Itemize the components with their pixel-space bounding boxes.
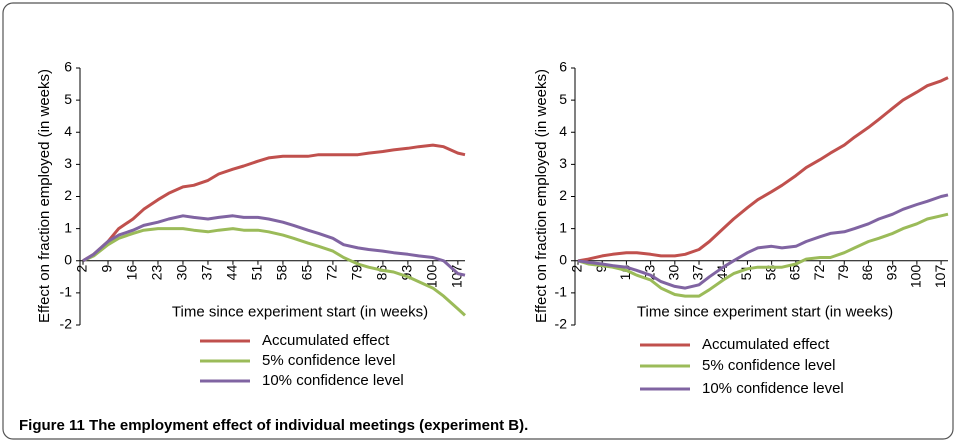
legend-label: Accumulated effect — [702, 336, 830, 353]
y-tick-label: -2 — [555, 316, 568, 332]
y-tick-label: 2 — [559, 187, 567, 203]
series-line — [82, 214, 466, 277]
x-tick-label: 37 — [199, 265, 215, 281]
legend-label: Accumulated effect — [262, 332, 390, 349]
y-tick-label: 0 — [559, 251, 567, 267]
y-tick-label: -1 — [555, 284, 568, 300]
series-line — [577, 212, 949, 298]
x-tick-label: 65 — [787, 265, 803, 281]
y-tick-label: 3 — [64, 155, 72, 171]
x-tick-label: 72 — [324, 265, 340, 281]
series-line — [82, 143, 466, 263]
y-axis-title: Effect on fraction employed (in weeks) — [533, 69, 550, 323]
x-tick-label: 2 — [569, 265, 585, 273]
caption: Figure 11 The employment effect of indiv… — [19, 417, 528, 434]
y-tick-label: 2 — [64, 187, 72, 203]
legend-label: 5% confidence level — [262, 352, 395, 369]
x-tick-label: 100 — [908, 265, 924, 289]
y-tick-label: 6 — [559, 59, 567, 75]
x-tick-label: 9 — [593, 265, 609, 273]
y-tick-label: 5 — [559, 91, 567, 107]
x-tick-label: 100 — [424, 265, 440, 289]
caption-label: Figure 11 — [19, 417, 85, 434]
x-tick-label: 79 — [835, 265, 851, 281]
y-tick-label: 1 — [559, 219, 567, 235]
x-tick-label: 30 — [174, 265, 190, 281]
y-axis-title: Effect on fraction employed (in weeks) — [36, 69, 53, 323]
y-tick-label: 5 — [64, 91, 72, 107]
x-tick-label: 93 — [883, 265, 899, 281]
x-tick-label: 72 — [811, 265, 827, 281]
y-tick-label: 6 — [64, 59, 72, 75]
x-tick-label: 58 — [274, 265, 290, 281]
x-tick-label: 65 — [299, 265, 315, 281]
x-tick-label: 44 — [714, 265, 730, 281]
x-tick-label: 44 — [224, 265, 240, 281]
frame — [2, 2, 954, 440]
x-tick-label: 107 — [932, 265, 948, 289]
legend-label: 5% confidence level — [702, 357, 835, 374]
x-axis-title: Time since experiment start (in weeks) — [172, 304, 428, 321]
y-tick-label: 4 — [64, 123, 72, 139]
legend-label: 10% confidence level — [702, 380, 844, 397]
x-tick-label: 9 — [99, 265, 115, 273]
x-tick-label: 51 — [249, 265, 265, 281]
y-tick-label: -2 — [60, 316, 73, 332]
y-tick-label: -1 — [60, 284, 73, 300]
y-tick-label: 4 — [559, 123, 567, 139]
legend-label: 10% confidence level — [262, 372, 404, 389]
series-line — [577, 76, 949, 263]
x-tick-label: 79 — [349, 265, 365, 281]
series-line — [577, 193, 949, 290]
x-tick-label: 2 — [74, 265, 90, 273]
series-line — [82, 227, 467, 317]
x-tick-label: 23 — [149, 265, 165, 281]
x-tick-label: 16 — [124, 265, 140, 281]
y-tick-label: 0 — [64, 251, 72, 267]
x-axis-title: Time since experiment start (in weeks) — [637, 304, 893, 321]
x-tick-label: 37 — [690, 265, 706, 281]
x-tick-label: 86 — [859, 265, 875, 281]
y-tick-label: 3 — [559, 155, 567, 171]
y-tick-label: 1 — [64, 219, 72, 235]
caption-text: The employment effect of individual meet… — [89, 417, 528, 434]
x-tick-label: 30 — [666, 265, 682, 281]
